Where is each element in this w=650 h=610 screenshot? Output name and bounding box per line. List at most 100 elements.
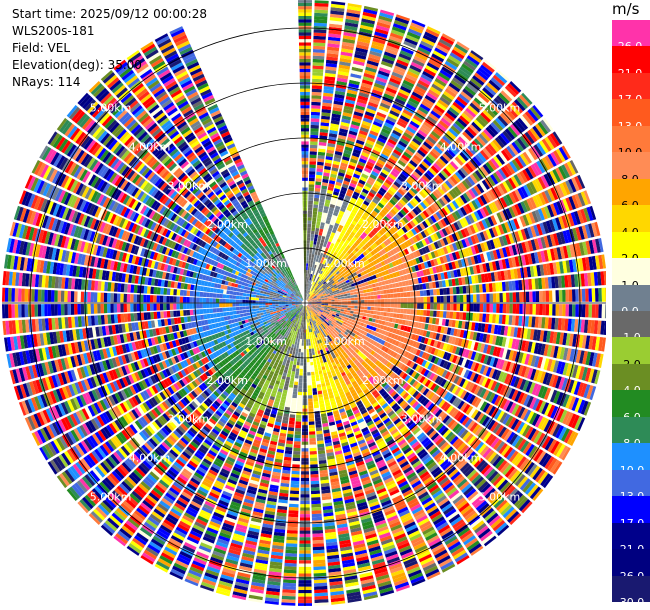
ppi-range-gate [370,47,383,54]
ppi-range-gate [350,197,357,203]
ppi-range-gate [369,155,378,162]
ppi-range-gate [360,191,368,197]
ppi-range-gate [308,294,310,298]
ppi-range-gate [352,63,364,70]
ppi-range-gate [313,278,316,282]
ppi-range-gate [310,138,318,142]
ppi-range-gate [346,312,350,316]
ppi-range-gate [310,263,313,268]
ppi-range-gate [365,108,376,115]
ppi-range-gate [374,303,378,307]
ppi-range-gate [330,13,344,19]
ppi-range-gate [321,218,326,223]
ppi-range-gate [345,220,351,226]
ppi-range-gate [338,172,345,177]
ppi-range-gate [334,299,338,302]
ppi-range-gate [324,261,328,266]
ppi-range-gate [397,91,409,100]
ppi-range-gate [529,304,533,315]
ppi-range-gate [371,41,385,48]
ppi-range-gate [329,129,338,135]
ppi-range-gate [325,159,333,164]
ppi-range-gate [387,298,391,303]
ppi-range-gate [307,273,309,277]
ppi-range-gate [361,82,372,89]
ppi-range-gate [502,303,507,314]
ppi-range-gate [305,296,307,300]
ppi-range-gate [351,316,356,320]
ppi-range-gate [383,307,388,312]
ppi-range-gate [446,311,450,319]
ppi-range-gate [346,170,353,177]
ppi-range-gate [348,185,355,191]
ppi-range-gate [308,276,310,281]
ppi-range-gate [355,104,366,111]
ppi-range-gate [327,298,332,301]
ppi-range-gate [370,152,379,159]
ppi-range-gate [375,114,385,122]
ppi-range-gate [337,227,342,233]
ppi-range-gate [340,294,344,297]
ppi-range-gate [314,251,318,255]
ppi-range-gate [328,180,336,185]
ppi-range-gate [320,125,329,130]
ppi-range-gate [363,145,372,152]
ppi-range-gate [509,292,513,303]
ppi-range-gate [568,304,573,317]
ppi-range-gate [311,85,322,90]
ppi-range-gate [371,124,382,131]
ppi-range-gate [326,59,338,65]
ppi-range-gate [308,294,311,298]
ppi-range-gate [374,117,384,125]
ppi-range-gate [489,303,494,313]
ppi-range-gate [331,1,346,6]
ppi-range-gate [359,176,367,182]
ppi-range-gate [390,132,400,140]
ppi-range-gate [353,308,358,312]
ppi-range-gate [348,214,355,220]
ppi-range-gate [356,40,370,47]
ppi-range-gate [311,288,314,292]
ppi-range-gate [351,209,358,215]
ppi-range-gate [367,136,376,143]
ppi-range-gate [456,312,460,320]
ppi-range-gate [336,80,347,86]
ppi-range-gate [311,105,321,109]
ppi-range-gate [529,291,533,302]
ppi-range-gate [350,292,354,296]
ppi-range-gate [342,156,350,162]
ppi-range-gate [316,384,322,388]
ppi-range-gate [318,259,321,263]
ppi-range-gate [389,312,394,318]
ppi-range-gate [390,308,394,313]
ppi-range-gate [331,306,335,308]
ppi-range-gate [312,68,324,73]
ppi-range-gate [354,300,358,303]
ppi-range-gate [364,296,368,300]
ppi-range-gate [317,211,323,216]
ppi-range-gate [347,303,352,306]
ppi-range-gate [365,139,375,146]
ppi-range-gate [316,218,322,222]
ppi-range-gate [420,40,434,50]
ppi-range-gate [359,290,364,294]
ppi-range-gate [374,79,387,87]
ppi-range-gate [357,182,365,188]
ppi-range-gate [376,111,387,119]
ppi-range-gate [349,289,354,293]
ppi-range-gate [400,308,404,314]
ppi-range-gate [313,45,326,50]
ppi-range-gate [344,25,358,31]
ppi-range-gate [355,185,363,191]
ppi-range-gate [357,294,361,297]
ppi-range-gate [383,312,387,317]
ppi-range-gate [332,110,342,115]
ppi-range-gate [316,171,323,176]
ppi-range-gate [391,26,406,34]
ppi-range-gate [311,220,316,225]
ppi-range-gate [413,303,418,309]
ppi-range-gate [322,253,326,258]
ppi-range-gate [396,308,401,314]
ppi-range-gate [312,271,315,275]
ppi-range-gate [312,75,323,80]
